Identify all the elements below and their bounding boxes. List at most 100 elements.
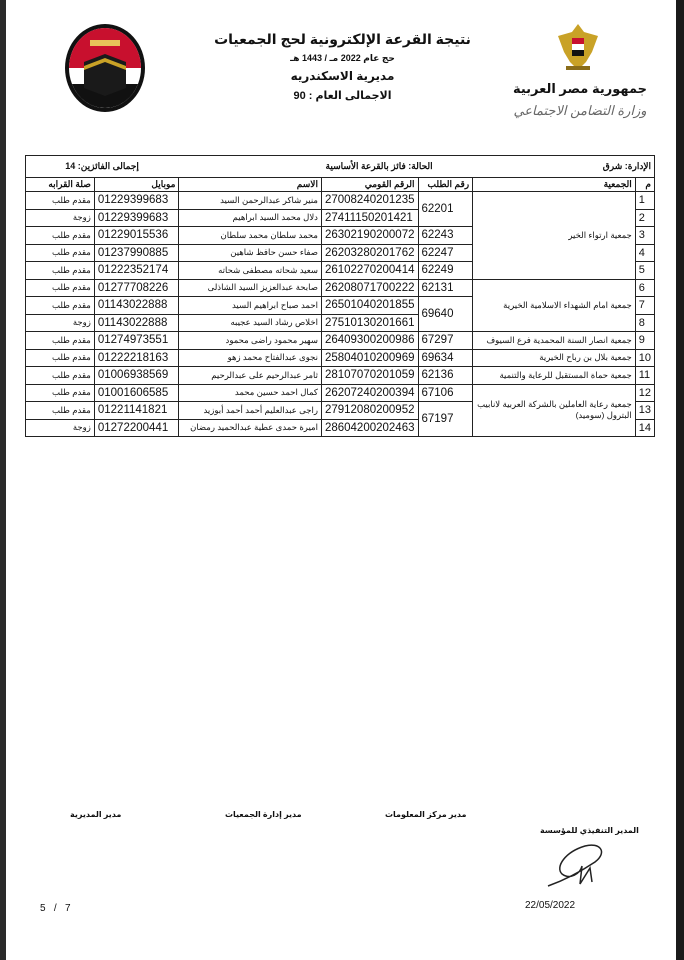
mobile-cell: 01277708226 (93, 278, 180, 297)
table-row: 14 28604200202463 اميرة حمدى عطية عبدالحمي… (25, 418, 656, 437)
national-id-cell: 26203280201762 (320, 243, 419, 262)
name-cell: نجوى عبدالفتاح محمد زهو (178, 348, 322, 367)
name-cell: محمد سلطان محمد سلطان (178, 226, 322, 245)
request-no-cell: 62136 (417, 366, 474, 385)
ministry-label: وزارة التضامن الاجتماعي (513, 103, 647, 118)
association-cell: جمعية رعاية العاملين بالشركة العربية لان… (472, 383, 636, 437)
association-cell: جمعية ارتواء الخير (472, 191, 636, 280)
national-id-cell: 26207240200394 (320, 383, 419, 402)
row-index: 3 (634, 226, 656, 245)
relation-cell: مقدم طلب (25, 243, 95, 262)
grand-total: الاجمالى العام : 90 (293, 90, 392, 102)
mobile-cell: 01229399683 (93, 191, 180, 210)
mobile-cell: 01221141821 (93, 401, 180, 420)
table-row: 1 جمعية ارتواء الخير 62201 27008240201235 من… (25, 191, 656, 280)
relation-cell: مقدم طلب (25, 348, 95, 367)
mobile-cell: 01229399683 (93, 208, 180, 227)
table-row: 8 27510130201661 اخلاص رشاد السيد عجيبه 011… (25, 313, 656, 332)
table-row: 9 جمعية انصار السنة المحمدية فرع السيوف 67… (25, 331, 656, 350)
name-cell: سهير محمود راضى محمود (178, 331, 322, 350)
name-cell: منير شاكر عبدالرحمن السيد (178, 191, 322, 210)
row-index: 13 (634, 401, 656, 420)
name-cell: سعيد شحاته مصطفى شحاته (178, 261, 322, 280)
table-row: 12 جمعية رعاية العاملين بالشركة العربية ل… (25, 383, 656, 437)
row-index: 5 (634, 261, 656, 280)
mobile-cell: 01143022888 (93, 313, 180, 332)
association-cell: جمعية حماة المستقبل للرعاية والتنمية (472, 366, 636, 385)
request-no-cell: 62247 (417, 243, 474, 262)
national-id-cell: 26501040201855 (320, 296, 419, 315)
col-national-id: الرقم القومي (320, 177, 419, 192)
table-row: 10 جمعية بلال بن رباح الخيرية 69634 2580401… (25, 348, 656, 367)
winners-total-label: إجمالى الفائزين: 14 (24, 155, 179, 178)
relation-cell: مقدم طلب (25, 383, 95, 402)
row-index: 2 (634, 208, 656, 227)
hajj-logo (65, 24, 145, 112)
row-index: 11 (634, 366, 656, 385)
table-row: 4 62247 26203280201762 صفاء حسن حافظ شاهين 0… (25, 243, 656, 262)
col-mobile: موبايل (93, 177, 180, 192)
national-id-cell: 27008240201235 (320, 191, 419, 210)
association-cell: جمعية بلال بن رباح الخيرية (472, 348, 636, 367)
col-m: م (634, 177, 656, 192)
request-no-cell: 69634 (417, 348, 474, 367)
table-row: 11 جمعية حماة المستقبل للرعاية والتنمية 62… (25, 366, 656, 385)
relation-cell: مقدم طلب (25, 278, 95, 297)
mobile-cell: 01143022888 (93, 296, 180, 315)
national-id-cell: 27510130201661 (320, 313, 419, 332)
row-index: 6 (634, 278, 656, 297)
name-cell: احمد صباح ابراهيم السيد (178, 296, 322, 315)
administration-label: الإدارة: شرق (472, 155, 655, 178)
name-cell: دلال محمد السيد ابراهيم (178, 208, 322, 227)
sig-associations: مدير إدارة الجمعيات (225, 810, 302, 819)
mobile-cell: 01006938569 (93, 366, 180, 385)
relation-cell: مقدم طلب (25, 331, 95, 350)
national-id-cell: 28107070201059 (320, 366, 419, 385)
name-cell: ثامر عبدالرحيم على عبدالرحيم (178, 366, 322, 385)
request-no-cell: 62131 (417, 278, 474, 297)
row-index: 4 (634, 243, 656, 262)
row-index: 7 (634, 296, 656, 315)
request-no-cell: 62201 (417, 191, 474, 227)
request-no-cell: 62243 (417, 226, 474, 245)
table-row: 6 جمعية امام الشهداء الاسلامية الخيرية 621… (25, 278, 656, 332)
table-row: 5 62249 26102270200414 سعيد شحاته مصطفى شحا… (25, 261, 656, 280)
name-cell: راجى عبدالعليم أحمد أحمد أبوزيد (178, 401, 322, 420)
table-row: 3 62243 26302190200072 محمد سلطان محمد سلطا… (25, 226, 656, 245)
relation-cell: زوجة (25, 313, 95, 332)
national-id-cell: 27411150201421 (320, 208, 419, 227)
relation-cell: مقدم طلب (25, 261, 95, 280)
name-cell: كمال احمد حسين محمد (178, 383, 322, 402)
national-id-cell: 26302190200072 (320, 226, 419, 245)
col-name: الاسم (178, 177, 322, 192)
request-no-cell: 67297 (417, 331, 474, 350)
sig-info-center: مدير مركز المعلومات (385, 810, 467, 819)
request-no-cell: 67106 (417, 383, 474, 402)
mobile-cell: 01274973551 (93, 331, 180, 350)
national-id-cell: 28604200202463 (320, 418, 419, 437)
mobile-cell: 01222218163 (93, 348, 180, 367)
name-cell: صابحة عبدالعزيز السيد الشاذلى (178, 278, 322, 297)
document-title: نتيجة القرعة الإلكترونية لحج الجمعيات (214, 31, 471, 47)
relation-cell: مقدم طلب (25, 366, 95, 385)
mobile-cell: 01222352174 (93, 261, 180, 280)
name-cell: اخلاص رشاد السيد عجيبه (178, 313, 322, 332)
relation-cell: مقدم طلب (25, 401, 95, 420)
mobile-cell: 01001606585 (93, 383, 180, 402)
national-id-cell: 26208071700222 (320, 278, 419, 297)
row-index: 1 (634, 191, 656, 210)
row-index: 12 (634, 383, 656, 402)
directorate-label: مديرية الاسكندريه (290, 69, 395, 83)
relation-cell: زوجة (25, 418, 95, 437)
document-subtitle: حج عام 2022 مـ / 1443 هـ (290, 53, 395, 63)
national-id-cell: 26102270200414 (320, 261, 419, 280)
table-row: 2 27411150201421 دلال محمد السيد ابراهيم 01… (25, 208, 656, 227)
name-cell: صفاء حسن حافظ شاهين (178, 243, 322, 262)
mobile-cell: 01229015536 (93, 226, 180, 245)
sig-executive: المدير التنفيذي للمؤسسة (540, 826, 639, 835)
col-association: الجمعية (472, 177, 636, 192)
info-row: الإدارة: شرق الحالة: فائز بالقرعة الأساس… (24, 155, 655, 178)
page-edge-right (676, 0, 684, 960)
relation-cell: مقدم طلب (25, 191, 95, 210)
col-relation: صلة القرابه (25, 177, 95, 192)
